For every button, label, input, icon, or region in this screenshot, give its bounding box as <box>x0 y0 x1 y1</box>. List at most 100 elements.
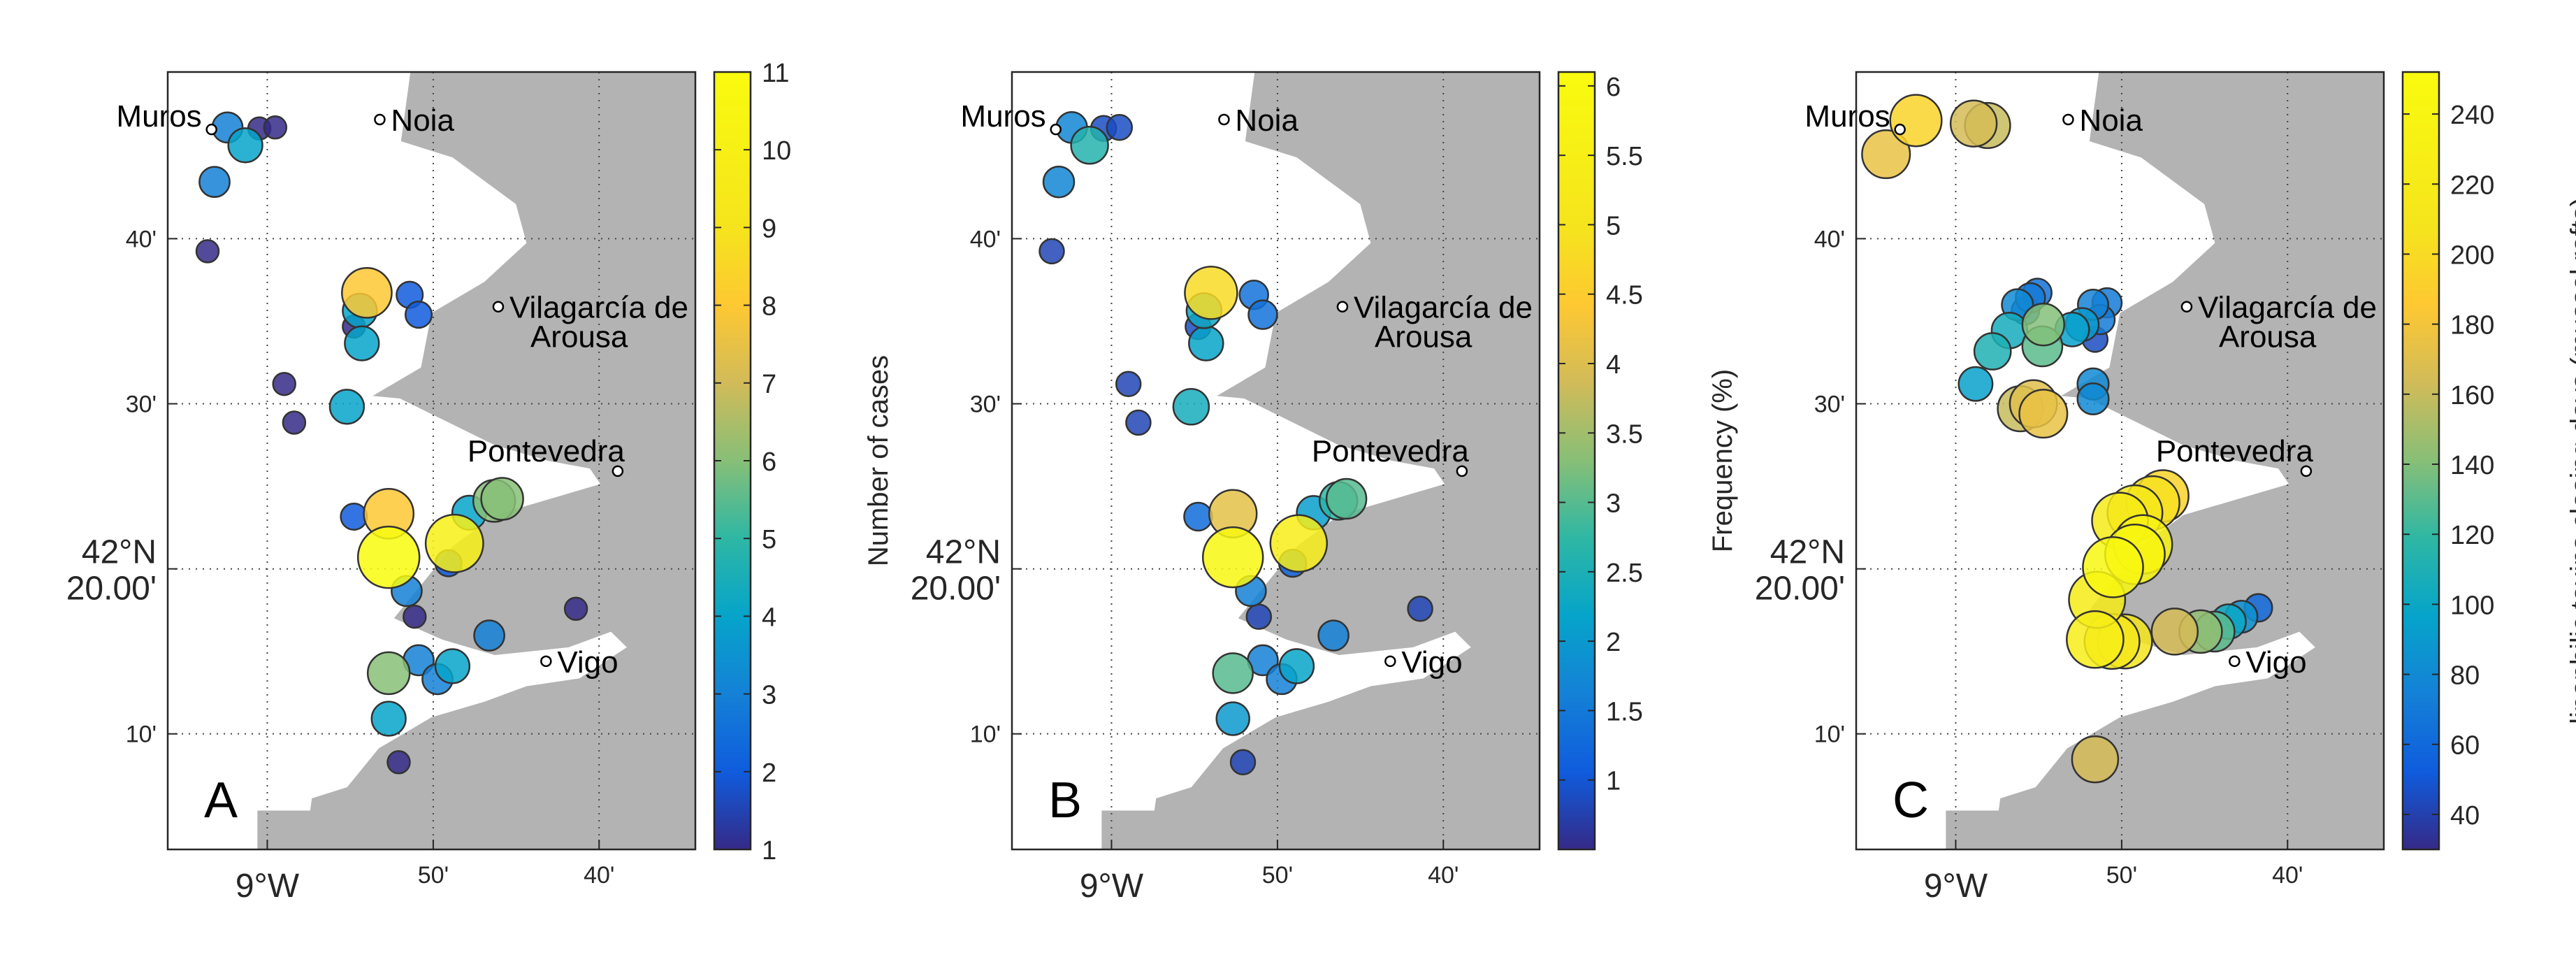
data-point <box>263 115 288 140</box>
lat-tick-label: 30' <box>970 392 1001 418</box>
markers <box>1861 94 2273 784</box>
data-point <box>2018 389 2069 439</box>
data-point <box>1172 388 1210 426</box>
open-ocean <box>1856 72 1946 849</box>
data-point <box>1039 238 1065 265</box>
data-point <box>1188 325 1224 361</box>
data-point <box>370 701 407 737</box>
data-point <box>1042 165 1076 199</box>
data-point <box>1212 652 1254 694</box>
data-point <box>1184 266 1238 320</box>
town-marker <box>2229 655 2241 668</box>
town-marker <box>1218 113 1230 126</box>
colorbar-tick-label: 2 <box>762 759 776 788</box>
town-label: Noia <box>2079 103 2143 138</box>
sea-area-5 <box>1940 72 2099 849</box>
colorbar-tick-label: 3 <box>762 681 776 710</box>
town-marker <box>374 113 386 126</box>
data-point <box>341 267 393 319</box>
open-ocean <box>168 72 258 849</box>
southern-coast <box>1946 810 2078 849</box>
data-point <box>1325 478 1368 520</box>
colorbar: 40 60 80 100 120 140 160 180 200 220 240 lipophilic… <box>2401 71 2576 851</box>
town-label: Vilagarcía de <box>509 291 688 325</box>
data-point <box>2150 608 2199 656</box>
southern-land <box>389 787 695 849</box>
data-point <box>1269 514 1329 573</box>
data-point <box>1215 701 1250 736</box>
town-label: Noia <box>391 103 454 138</box>
colorbar-tick-label: 40 <box>2450 801 2480 831</box>
data-point <box>195 239 220 264</box>
town-label: Vigo <box>557 645 618 680</box>
town-marker <box>1050 123 1062 136</box>
data-point <box>1889 94 1943 148</box>
town-label-line2: Arousa <box>1375 320 1472 354</box>
data-point <box>1245 603 1273 630</box>
data-point <box>386 750 411 775</box>
lon-tick-label: 9°W <box>236 868 300 905</box>
town-marker <box>205 123 217 136</box>
data-point <box>1958 366 1994 402</box>
data-point <box>1125 409 1152 436</box>
colorbar-label: Number of cases <box>863 355 894 566</box>
lat-tick-label: 40' <box>1814 226 1845 252</box>
town-label: Noia <box>1235 103 1298 138</box>
colorbar-tick-label: 160 <box>2450 381 2494 410</box>
southern-land <box>2078 787 2384 849</box>
data-point <box>1407 596 1433 622</box>
data-point <box>1115 371 1142 397</box>
colorbar-tick-label: 140 <box>2450 451 2494 480</box>
colorbar-tick-label: 2 <box>1606 628 1621 657</box>
colorbar-tick-label: 5.5 <box>1606 142 1643 171</box>
town-label: Muros <box>116 99 201 134</box>
data-point <box>1106 114 1134 141</box>
panel-letter: C <box>1893 773 1929 828</box>
data-point <box>356 525 421 589</box>
town-marker <box>492 301 505 313</box>
colorbar-tick-label: 120 <box>2450 521 2494 550</box>
data-point <box>1201 526 1264 589</box>
data-point <box>2021 303 2065 347</box>
town-label: Muros <box>1804 99 1890 134</box>
data-point <box>563 596 588 622</box>
town-marker <box>1456 465 1468 478</box>
colorbar-tick-label: 2.5 <box>1606 559 1643 588</box>
southern-land <box>1233 787 1540 849</box>
colorbar-tick-label: 3 <box>1606 489 1621 519</box>
data-point <box>272 371 296 396</box>
lat-tick-label: 10' <box>970 721 1001 748</box>
data-point <box>282 410 307 435</box>
colorbar-label: Frequency (%) <box>1707 369 1738 552</box>
colorbar-tick-label: 220 <box>2450 171 2494 200</box>
data-point <box>2066 610 2125 669</box>
data-point <box>1247 299 1278 330</box>
colorbar-tick-label: 5 <box>762 525 776 554</box>
data-point <box>2076 382 2110 416</box>
lon-tick-label: 40' <box>1428 862 1459 889</box>
colorbar-tick-label: 7 <box>762 370 776 399</box>
town-marker <box>2180 301 2193 313</box>
colorbar-tick-label: 200 <box>2450 240 2494 270</box>
town-marker <box>2300 465 2313 478</box>
data-point <box>1183 501 1213 532</box>
lon-tick-label: 9°W <box>1080 868 1144 905</box>
southern-coast <box>257 810 390 849</box>
lat-tick-label-line1: 42°N <box>1770 534 1845 571</box>
data-point <box>1973 332 2012 371</box>
panel-letter: B <box>1048 773 1082 828</box>
town-label: Pontevedra <box>2156 434 2314 468</box>
town-label: Vigo <box>2245 645 2306 680</box>
data-point <box>1949 99 1998 148</box>
data-point <box>227 127 263 164</box>
colorbar-tick-label: 1 <box>1606 767 1621 796</box>
data-point <box>1229 749 1257 776</box>
town-label: Pontevedra <box>1312 434 1470 468</box>
lat-tick-label-line2: 20.00' <box>66 570 157 608</box>
colorbar-tick-label: 5 <box>1606 211 1621 240</box>
lon-tick-label: 50' <box>2106 862 2137 889</box>
town-marker <box>1336 301 1349 313</box>
colorbar-tick-label: 8 <box>762 292 776 322</box>
lat-tick-label-line2: 20.00' <box>911 570 1001 608</box>
